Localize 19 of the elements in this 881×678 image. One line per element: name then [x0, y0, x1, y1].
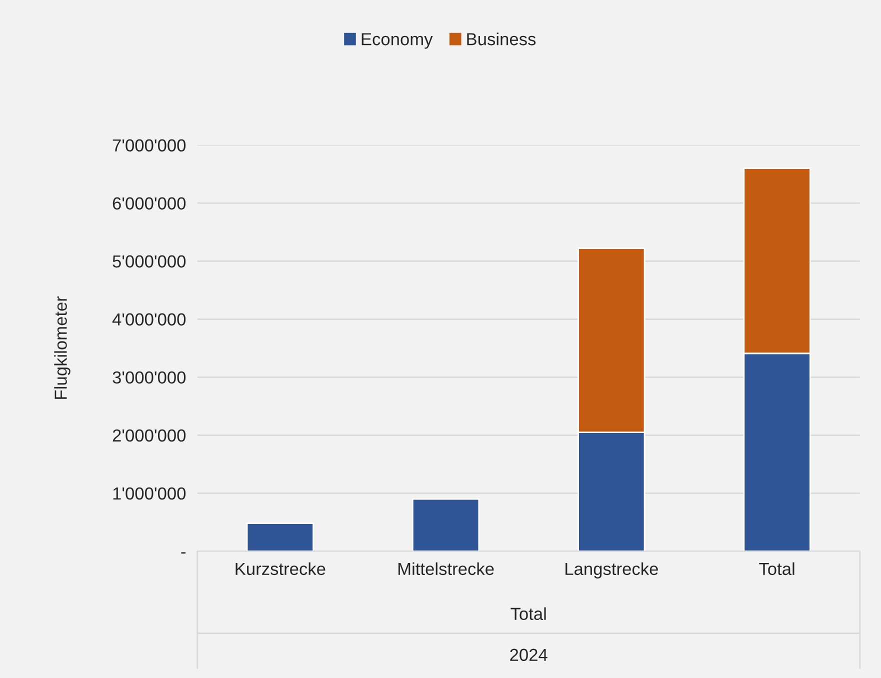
bar	[246, 522, 314, 552]
y-tick-label: 3'000'000	[112, 371, 186, 384]
x-tick-label: Kurzstrecke	[236, 562, 326, 576]
y-tick-label: 1'000'000	[113, 487, 186, 500]
y-tick-label: 5'000'000	[112, 255, 186, 268]
y-tick-label: 2'000'000	[112, 429, 186, 442]
legend-label: Business	[467, 32, 536, 46]
y-axis-title: Flugkilometer	[54, 296, 70, 399]
bar	[412, 498, 480, 552]
y-tick-label: 6'000'000	[112, 197, 186, 210]
x-tick-label: Langstrecke	[566, 562, 658, 579]
y-tick-label: 4'000'000	[112, 313, 186, 326]
y-tick-label: -	[181, 552, 186, 554]
x-axis-title: Total	[510, 607, 546, 620]
text: 2024	[510, 648, 548, 662]
legend-label: Economy	[362, 33, 433, 49]
y-tick-label: 7'000'000	[112, 139, 186, 152]
x-tick-label: Mittelstrecke	[398, 562, 494, 576]
x-tick-label: Total	[759, 562, 794, 576]
